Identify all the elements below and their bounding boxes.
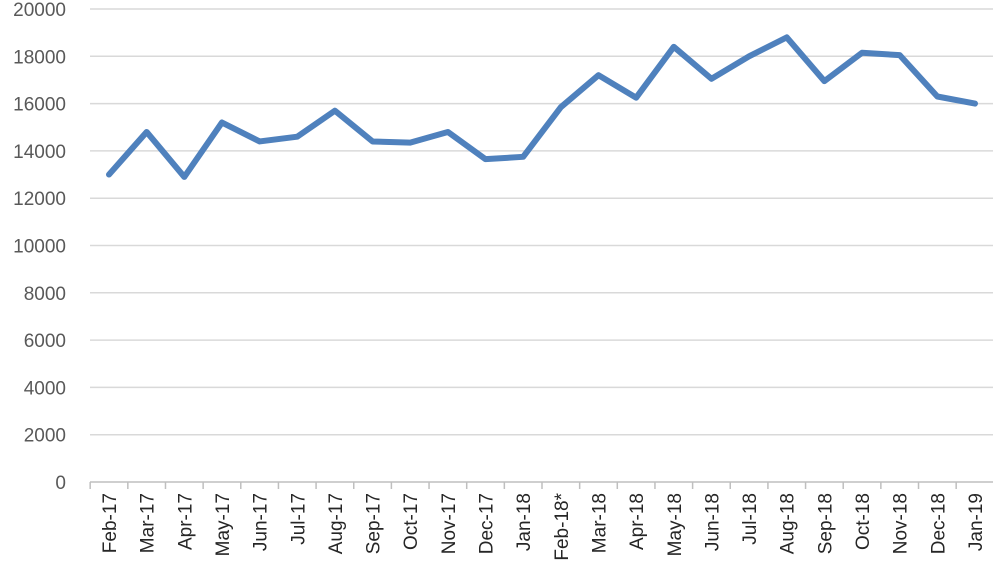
x-tick-label: Jul-17 <box>288 493 309 545</box>
x-tick-label: Jan-19 <box>966 493 987 551</box>
series-line <box>106 34 978 180</box>
y-tick-label: 10000 <box>13 237 66 258</box>
x-tick-label: Mar-18 <box>589 493 610 553</box>
x-tick-label: May-18 <box>665 493 686 556</box>
x-tick-label: Dec-18 <box>928 493 949 554</box>
y-tick-label: 20000 <box>13 0 66 21</box>
x-tick-label: Sep-17 <box>364 493 385 554</box>
x-tick-label: Jul-18 <box>740 493 761 545</box>
axes <box>89 481 993 489</box>
x-tick-label: Oct-17 <box>401 493 422 550</box>
x-tick-label: Sep-18 <box>815 493 836 554</box>
x-tick-label: Feb-17 <box>100 493 121 553</box>
x-tick-label: Jun-18 <box>702 493 723 551</box>
y-tick-label: 12000 <box>13 189 66 210</box>
x-tick-label: Jun-17 <box>251 493 272 551</box>
x-tick-labels: Feb-17 Mar-17 Apr-17 May-17 Jun-17 Jul-17 Aug-… <box>100 492 987 560</box>
x-tick-label: Dec-17 <box>477 493 498 554</box>
y-tick-label: 18000 <box>13 47 66 68</box>
x-tick-label: Oct-18 <box>853 493 874 550</box>
x-tick-label: Nov-17 <box>439 493 460 554</box>
y-tick-label: 16000 <box>13 95 66 116</box>
y-tick-label: 6000 <box>24 331 66 352</box>
y-tick-labels: 0 2000 4000 6000 8000 10000 12000 14000 16000 180… <box>13 0 66 494</box>
x-tick-label: Mar-17 <box>138 493 159 553</box>
x-tick-label: Aug-17 <box>326 493 347 554</box>
y-tick-label: 0 <box>55 473 66 494</box>
x-tick-label: May-17 <box>213 493 234 556</box>
x-tick-label: Jan-18 <box>514 493 535 551</box>
x-tick-label: Nov-18 <box>891 493 912 554</box>
gridlines <box>90 8 993 436</box>
x-tick-label: Aug-18 <box>778 493 799 554</box>
y-tick-label: 4000 <box>24 378 66 399</box>
y-tick-label: 8000 <box>24 284 66 305</box>
x-tick-label: Apr-17 <box>175 493 196 550</box>
x-tick-label: Feb-18* <box>552 492 573 560</box>
y-tick-label: 2000 <box>24 426 66 447</box>
y-tick-label: 14000 <box>13 142 66 163</box>
series-layer <box>106 34 978 180</box>
x-tick-label: Apr-18 <box>627 493 648 550</box>
